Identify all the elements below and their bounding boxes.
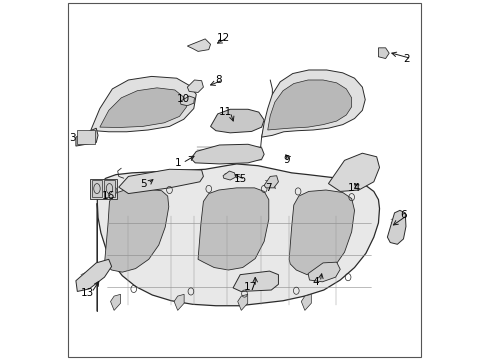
Text: 16: 16 [101,191,114,201]
Polygon shape [110,294,121,310]
Polygon shape [261,70,365,137]
Polygon shape [174,294,184,310]
Polygon shape [307,262,340,282]
Text: 10: 10 [177,94,190,104]
Polygon shape [223,171,235,180]
Text: 1: 1 [175,158,182,168]
Polygon shape [288,190,354,275]
Polygon shape [190,144,264,164]
Polygon shape [301,294,311,310]
Text: 6: 6 [399,210,406,220]
Text: 3: 3 [69,133,76,143]
Text: 7: 7 [265,183,271,193]
Polygon shape [100,88,186,127]
Polygon shape [187,80,203,93]
Polygon shape [104,189,168,272]
Text: 8: 8 [215,75,222,85]
Text: 13: 13 [81,288,94,297]
Polygon shape [237,294,247,310]
Text: 4: 4 [312,277,319,287]
Polygon shape [119,169,203,194]
Polygon shape [180,96,194,106]
Polygon shape [91,76,196,132]
Bar [77,130,95,144]
Polygon shape [267,80,351,130]
Text: 2: 2 [403,54,409,64]
Polygon shape [198,188,268,270]
Text: 12: 12 [216,33,229,43]
Polygon shape [386,210,405,244]
Text: 9: 9 [283,156,289,165]
Text: 17: 17 [244,282,257,292]
Polygon shape [210,109,264,133]
Bar [91,180,102,197]
Polygon shape [378,48,388,59]
Polygon shape [264,176,278,188]
Text: 5: 5 [140,179,147,189]
Polygon shape [187,39,210,51]
Polygon shape [233,271,278,292]
Bar [103,180,115,197]
Polygon shape [97,164,379,311]
Polygon shape [328,153,379,192]
Text: 14: 14 [347,183,361,193]
Polygon shape [76,128,98,146]
Bar [90,179,117,199]
Text: 15: 15 [234,174,247,184]
Text: 11: 11 [219,107,232,117]
Polygon shape [76,259,111,292]
